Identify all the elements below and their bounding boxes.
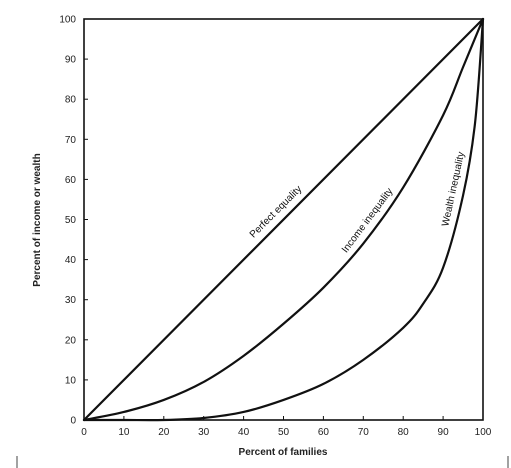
x-tick-label: 90: [438, 427, 450, 438]
x-axis-title: Percent of families: [239, 447, 328, 458]
y-tick-label: 30: [65, 295, 77, 306]
y-axis-ticks: 0 10 20 30 40 50 60 70 80 90 100: [59, 15, 88, 427]
y-tick-label: 60: [65, 175, 77, 186]
y-tick-label: 50: [65, 215, 77, 226]
curve-labels: Perfect equality Income inequality Wealth …: [248, 151, 467, 255]
wealth-inequality-curve: [82, 17, 485, 422]
income-inequality-curve: [82, 17, 485, 422]
x-tick-label: 20: [158, 427, 170, 438]
x-tick-label: 80: [398, 427, 410, 438]
x-tick-label: 60: [318, 427, 330, 438]
y-tick-label: 20: [65, 335, 77, 346]
y-tick-label: 0: [70, 416, 76, 427]
x-tick-label: 10: [118, 427, 130, 438]
y-tick-label: 80: [65, 95, 77, 106]
y-axis-title: Percent of income or wealth: [32, 153, 43, 286]
y-tick-label: 10: [65, 375, 77, 386]
income-inequality-label: Income inequality: [340, 186, 395, 255]
y-tick-label: 90: [65, 55, 77, 66]
x-axis-ticks: 0 10 20 30 40 50 60 70 80 90 100: [81, 416, 492, 438]
x-tick-label: 40: [238, 427, 250, 438]
perfect-equality-curve: [82, 17, 485, 422]
y-tick-label: 100: [59, 15, 76, 26]
x-tick-label: 50: [278, 427, 290, 438]
y-tick-label: 40: [65, 255, 77, 266]
x-tick-label: 70: [358, 427, 370, 438]
y-tick-label: 70: [65, 135, 77, 146]
curves: [82, 17, 485, 422]
x-tick-label: 30: [198, 427, 210, 438]
wealth-inequality-label: Wealth inequality: [440, 151, 467, 228]
x-tick-label: 0: [81, 427, 87, 438]
perfect-equality-label: Perfect equality: [248, 184, 304, 241]
x-tick-label: 100: [475, 427, 492, 438]
